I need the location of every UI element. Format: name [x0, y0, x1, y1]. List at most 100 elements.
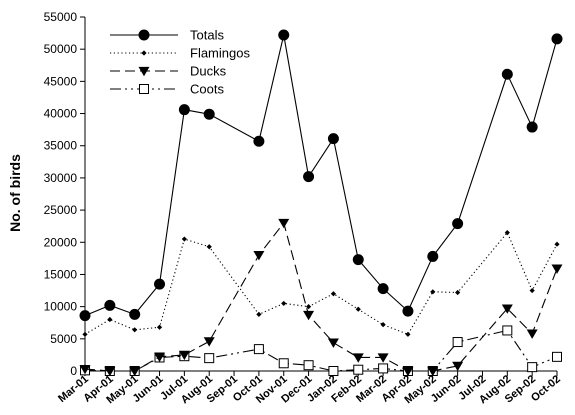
data-point: [452, 218, 464, 230]
data-point: [178, 104, 190, 116]
x-axis-ticks: Mar-01Apr-01May-01Jun-01Jul-01Aug-01Sep-…: [56, 371, 563, 406]
legend-item: Flamingos: [110, 46, 250, 61]
data-point: [132, 327, 138, 333]
data-point: [501, 304, 513, 314]
data-point: [253, 251, 265, 261]
legend-marker: [138, 29, 150, 41]
legend-item: Ducks: [110, 64, 227, 79]
data-point: [154, 278, 166, 290]
y-tick-label: 45000: [44, 74, 78, 88]
data-point: [104, 299, 116, 311]
data-point: [327, 338, 339, 348]
data-point: [377, 283, 389, 295]
data-point: [554, 241, 560, 247]
chart-axes: [84, 17, 557, 372]
data-point: [104, 366, 116, 377]
legend-item: Totals: [110, 28, 224, 43]
legend-label: Totals: [190, 28, 224, 43]
data-point: [328, 366, 339, 376]
data-point: [256, 311, 262, 317]
series-flamingos: [82, 230, 560, 337]
y-tick-label: 30000: [44, 171, 78, 185]
legend-marker: [139, 84, 149, 94]
series-line: [84, 329, 558, 372]
data-point: [278, 218, 290, 229]
legend-label: Ducks: [190, 64, 227, 79]
data-point: [526, 121, 538, 133]
data-point: [455, 289, 461, 296]
data-point: [206, 244, 212, 250]
data-point: [427, 366, 439, 377]
data-point: [502, 325, 513, 336]
data-point: [380, 322, 386, 328]
series-layer: [79, 29, 563, 377]
data-point: [330, 291, 337, 297]
y-tick-label: 15000: [44, 267, 78, 281]
data-point: [305, 304, 312, 310]
data-point: [402, 305, 414, 317]
data-point: [203, 108, 215, 120]
series-line: [84, 34, 558, 317]
data-point: [303, 171, 315, 183]
data-point: [527, 362, 538, 373]
data-point: [355, 306, 361, 312]
data-point: [551, 33, 563, 45]
data-point: [107, 316, 113, 323]
legend: Totals Flamingos Ducks Coots: [110, 28, 250, 97]
data-point: [452, 337, 463, 348]
data-point: [504, 230, 510, 236]
y-tick-label: 40000: [44, 107, 78, 121]
legend-label: Flamingos: [190, 46, 250, 61]
data-point: [377, 353, 389, 363]
y-tick-label: 5000: [50, 332, 77, 346]
data-point: [278, 358, 289, 369]
data-point: [552, 351, 562, 362]
data-point: [178, 350, 190, 361]
data-point: [452, 361, 464, 372]
data-point: [253, 135, 265, 147]
data-point: [203, 337, 215, 347]
legend-label: Coots: [190, 82, 224, 97]
series-coots: [80, 325, 562, 376]
y-tick-label: 55000: [44, 10, 78, 24]
data-point: [129, 308, 141, 320]
legend-item: Coots: [110, 82, 224, 97]
y-tick-label: 50000: [44, 42, 78, 56]
data-point: [82, 331, 88, 337]
data-point: [154, 352, 166, 363]
data-point: [278, 29, 290, 41]
data-point: [526, 329, 538, 339]
data-point: [352, 254, 364, 266]
y-tick-label: 10000: [44, 300, 78, 314]
data-point: [402, 366, 414, 377]
data-point: [352, 353, 364, 363]
y-axis-ticks: 0 5000 10000 15000 20000 25000 30000 35000 40000…: [44, 10, 85, 378]
y-tick-label: 0: [70, 364, 77, 378]
data-point: [181, 236, 187, 242]
data-point: [156, 324, 163, 330]
data-point: [327, 133, 339, 145]
y-tick-label: 35000: [44, 139, 78, 153]
series-line: [84, 231, 558, 335]
data-point: [529, 287, 535, 294]
data-point: [129, 366, 141, 377]
data-point: [551, 264, 563, 274]
data-point: [303, 360, 314, 371]
y-tick-label: 25000: [44, 203, 78, 217]
data-point: [430, 289, 436, 295]
series-totals: [79, 29, 563, 322]
data-point: [79, 364, 91, 375]
data-point: [204, 353, 215, 364]
series-line: [84, 221, 558, 372]
legend-marker: [141, 50, 147, 56]
series-ducks: [79, 218, 563, 377]
data-point: [427, 250, 439, 262]
y-axis-title: No. of birds: [7, 154, 23, 232]
data-point: [378, 363, 389, 374]
data-point: [253, 344, 264, 355]
data-point: [405, 331, 411, 337]
data-point: [281, 300, 287, 307]
data-point: [353, 364, 364, 375]
data-point: [303, 310, 315, 321]
